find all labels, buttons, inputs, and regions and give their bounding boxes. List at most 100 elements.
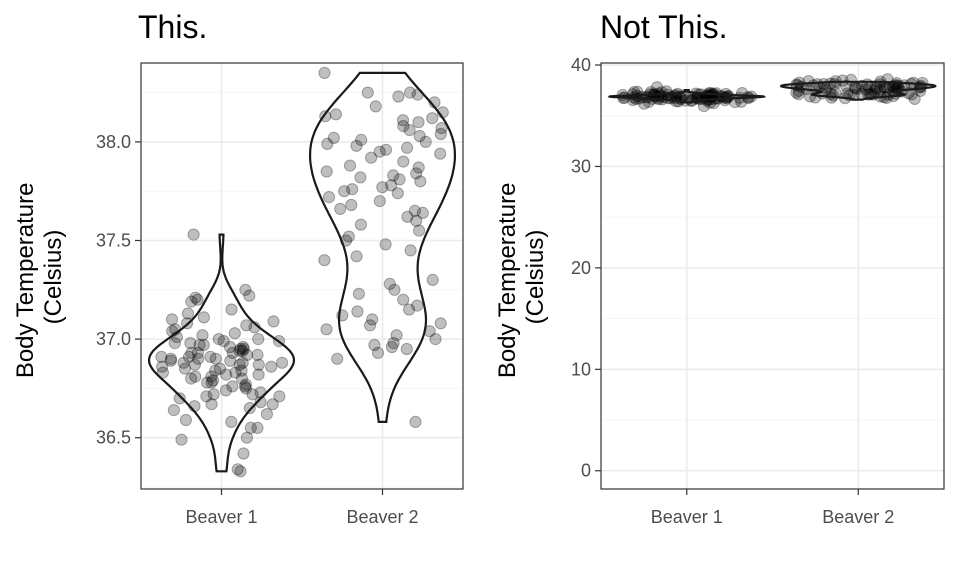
data-point [322,191,336,204]
data-point [239,378,252,391]
x-tick-label: Beaver 1 [651,507,723,527]
data-point [239,283,252,296]
data-point [185,372,198,385]
data-point [703,89,716,102]
y-tick-label: 0 [581,461,591,481]
x-tick-label: Beaver 2 [822,507,894,527]
data-point [413,129,426,143]
data-point [225,303,238,316]
data-point [426,112,439,125]
data-point [179,413,192,427]
data-point [164,354,177,367]
data-point [874,83,887,96]
data-point [212,333,225,346]
data-point [434,147,447,160]
data-point [207,388,220,401]
data-point [390,329,403,342]
data-point [251,348,264,361]
data-point [434,317,447,330]
data-point [393,173,406,186]
violin-outline [148,233,295,473]
data-point [239,382,253,395]
data-point [338,185,351,198]
y-axis-label-line2: (Celsius) [522,230,549,325]
data-point [243,289,256,302]
data-point [237,340,250,354]
data-point [908,92,921,106]
violin-outline [607,89,766,104]
data-point [178,362,192,375]
data-point [182,350,196,363]
y-tick-label: 36.5 [96,428,131,448]
data-point [414,175,427,188]
data-point [240,348,254,361]
data-point [236,356,249,369]
data-point [318,66,331,80]
data-point [650,81,664,94]
data-point [201,376,214,389]
data-point [235,372,248,385]
data-point [223,340,237,354]
data-point [392,90,405,103]
data-point [204,350,217,363]
data-point [167,404,180,417]
data-point [388,283,401,296]
data-point [233,344,246,357]
data-point [802,75,815,88]
plot-area-left: 36.5 37.0 37.5 38.0 Beaver 1 Beaver 2 [96,63,463,527]
data-point [412,161,425,174]
data-point [226,380,239,393]
data-point [429,333,442,346]
data-point [252,333,265,346]
data-point [209,352,222,365]
data-point [168,337,181,350]
data-point [434,127,447,141]
data-point [836,74,849,87]
y-tick-label: 38.0 [96,132,131,152]
data-point [205,370,218,383]
data-point [236,344,249,357]
data-point [177,356,190,369]
data-point [267,315,280,328]
data-point [251,421,264,434]
data-point [231,463,244,476]
data-point [273,390,286,403]
data-point [196,329,209,342]
data-point [189,291,202,304]
y-axis-label-line2: (Celsius) [40,230,67,325]
data-point [189,370,202,383]
data-point [220,368,233,381]
data-point [376,181,389,194]
data-point [235,364,248,377]
data-point [411,299,424,312]
data-point [368,338,381,352]
chart-title-left: This. [138,9,207,45]
violin-outline [309,71,456,423]
data-point [185,295,198,308]
data-point [181,307,194,320]
data-point [852,82,865,95]
data-point [403,86,417,99]
data-point [184,337,197,350]
data-point [379,143,393,156]
data-point [175,433,188,446]
chart-panel-right: Not This. Body Temperature (Celsius) 0 10… [494,9,945,527]
data-point [387,337,400,350]
data-point [397,120,410,133]
data-point [886,80,899,93]
data-point [224,354,237,367]
data-point [383,277,396,290]
data-point [379,238,392,251]
data-point [410,214,423,227]
y-axis-label-line1: Body Temperature [494,183,521,379]
data-point [252,368,265,381]
data-point [234,465,247,478]
data-point [327,131,340,144]
data-point [238,380,251,393]
data-point [369,100,382,113]
data-point [246,388,259,401]
data-point [435,122,448,135]
data-point [320,165,333,178]
data-point [155,350,168,363]
data-point [345,198,358,212]
